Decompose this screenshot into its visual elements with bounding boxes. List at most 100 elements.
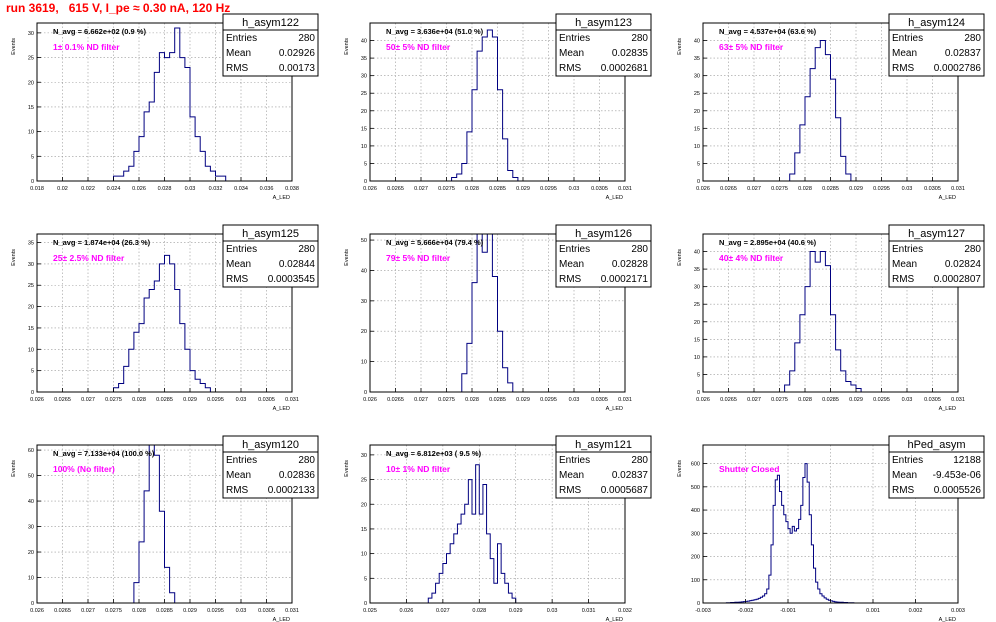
y-tick-label: 10 bbox=[361, 360, 367, 366]
y-tick-label: 60 bbox=[28, 448, 34, 454]
stat-label: Mean bbox=[226, 259, 251, 270]
x-tick-label: 0.028 bbox=[465, 397, 479, 403]
y-tick-label: 200 bbox=[691, 555, 700, 561]
x-tick-label: 0.038 bbox=[285, 186, 299, 192]
y-tick-label: 10 bbox=[28, 347, 34, 353]
y-tick-label: 50 bbox=[361, 238, 367, 244]
x-axis-label: A_LED bbox=[939, 406, 956, 412]
x-tick-label: 0.0285 bbox=[156, 608, 173, 614]
x-tick-label: 0.001 bbox=[866, 608, 880, 614]
navg-label: N_avg = 1.874e+04 (26.3 %) bbox=[53, 238, 151, 247]
filter-label: 63± 5% ND filter bbox=[719, 42, 784, 52]
x-tick-label: 0.026 bbox=[696, 397, 710, 403]
x-tick-label: 0.027 bbox=[747, 397, 761, 403]
x-axis-label: A_LED bbox=[273, 195, 290, 201]
filter-label: 40± 4% ND filter bbox=[719, 253, 784, 263]
stats-box-frame bbox=[222, 13, 319, 77]
x-tick-label: 0.036 bbox=[260, 186, 274, 192]
y-tick-label: 20 bbox=[28, 80, 34, 86]
x-tick-label: 0.0275 bbox=[771, 397, 788, 403]
stat-label: RMS bbox=[226, 274, 249, 285]
y-tick-label: 5 bbox=[31, 154, 34, 160]
histogram-line bbox=[427, 464, 517, 603]
y-tick-label: 0 bbox=[364, 601, 367, 607]
stat-value: 0.02828 bbox=[612, 259, 649, 270]
stats-box: h_asym122 Entries 280 Mean 0.02926 RMS 0.00173 bbox=[222, 13, 319, 77]
x-tick-label: 0.0305 bbox=[591, 186, 608, 192]
y-tick-label: 20 bbox=[28, 550, 34, 556]
y-tick-label: 10 bbox=[361, 552, 367, 558]
y-tick-label: 15 bbox=[28, 105, 34, 111]
y-tick-label: 25 bbox=[28, 56, 34, 62]
y-tick-label: 30 bbox=[361, 453, 367, 459]
x-tick-label: 0.0285 bbox=[822, 186, 839, 192]
y-tick-label: 0 bbox=[31, 179, 34, 185]
stat-value: 0.02926 bbox=[279, 48, 316, 59]
x-tick-label: 0.0285 bbox=[489, 397, 506, 403]
stat-value: 280 bbox=[298, 455, 315, 466]
y-axis-label: Events bbox=[11, 38, 17, 55]
stat-value: 280 bbox=[964, 244, 981, 255]
y-tick-label: 600 bbox=[691, 462, 700, 468]
stat-label: RMS bbox=[559, 485, 582, 496]
x-tick-label: 0.031 bbox=[285, 608, 299, 614]
y-axis-label: Events bbox=[677, 38, 683, 55]
y-tick-label: 0 bbox=[697, 179, 700, 185]
stat-label: RMS bbox=[226, 485, 249, 496]
histogram-name: h_asym127 bbox=[908, 228, 965, 240]
histogram-line bbox=[784, 251, 862, 392]
histogram-panel: 0.026 0.0265 0.027 0.0275 0.028 0.0285 0.029 0.… bbox=[677, 224, 985, 412]
x-tick-label: 0.03 bbox=[185, 186, 196, 192]
x-tick-label: 0.029 bbox=[183, 608, 197, 614]
y-tick-label: 30 bbox=[361, 299, 367, 305]
x-tick-label: 0.029 bbox=[849, 397, 863, 403]
x-tick-label: 0.03 bbox=[569, 186, 580, 192]
y-tick-label: 0 bbox=[697, 390, 700, 396]
x-tick-label: 0.0265 bbox=[54, 397, 71, 403]
y-tick-label: 0 bbox=[697, 601, 700, 607]
y-tick-label: 40 bbox=[361, 268, 367, 274]
x-tick-label: -0.002 bbox=[738, 608, 754, 614]
filter-label: 10± 1% ND filter bbox=[386, 464, 451, 474]
histogram-line bbox=[113, 254, 211, 392]
stat-label: RMS bbox=[559, 63, 582, 74]
stats-box: h_asym126 Entries 280 Mean 0.02828 RMS 0.00021… bbox=[555, 224, 652, 288]
y-tick-label: 10 bbox=[28, 576, 34, 582]
x-tick-label: 0.022 bbox=[81, 186, 95, 192]
y-tick-label: 15 bbox=[361, 126, 367, 132]
navg-label: N_avg = 6.812e+03 ( 9.5 %) bbox=[386, 449, 482, 458]
stat-value: 0.0005526 bbox=[934, 485, 982, 496]
histogram-name: h_asym121 bbox=[575, 439, 632, 451]
y-tick-label: 0 bbox=[31, 601, 34, 607]
stat-label: RMS bbox=[892, 274, 915, 285]
x-tick-label: 0.027 bbox=[414, 186, 428, 192]
x-tick-label: 0.0295 bbox=[873, 186, 890, 192]
stats-box-frame bbox=[222, 435, 319, 499]
stat-label: Entries bbox=[892, 455, 923, 466]
y-tick-label: 35 bbox=[28, 241, 34, 247]
x-tick-label: 0.0265 bbox=[720, 186, 737, 192]
x-tick-label: 0.024 bbox=[107, 186, 121, 192]
stats-box: h_asym120 Entries 280 Mean 0.02836 RMS 0.00021… bbox=[222, 435, 319, 499]
y-tick-label: 20 bbox=[361, 109, 367, 115]
stats-box-frame bbox=[888, 435, 985, 499]
x-tick-label: 0.027 bbox=[81, 397, 95, 403]
x-tick-label: 0.03 bbox=[902, 397, 913, 403]
stat-value: 0.0002681 bbox=[601, 63, 649, 74]
x-axis-label: A_LED bbox=[606, 617, 623, 622]
x-tick-label: 0.028 bbox=[132, 608, 146, 614]
x-tick-label: 0.03 bbox=[902, 186, 913, 192]
x-tick-label: -0.001 bbox=[780, 608, 796, 614]
x-tick-label: 0.0285 bbox=[156, 397, 173, 403]
x-tick-label: 0.03 bbox=[569, 397, 580, 403]
stat-value: 280 bbox=[298, 33, 315, 44]
x-tick-label: 0.026 bbox=[363, 397, 377, 403]
stats-box: hPed_asym Entries 12188 Mean -9.453e-06 RMS 0.… bbox=[888, 435, 985, 499]
x-tick-label: 0.034 bbox=[234, 186, 248, 192]
histogram-name: h_asym125 bbox=[242, 228, 299, 240]
stat-label: Mean bbox=[559, 259, 584, 270]
x-tick-label: 0.032 bbox=[209, 186, 223, 192]
x-tick-label: 0.0265 bbox=[387, 186, 404, 192]
x-tick-label: 0.031 bbox=[618, 397, 632, 403]
